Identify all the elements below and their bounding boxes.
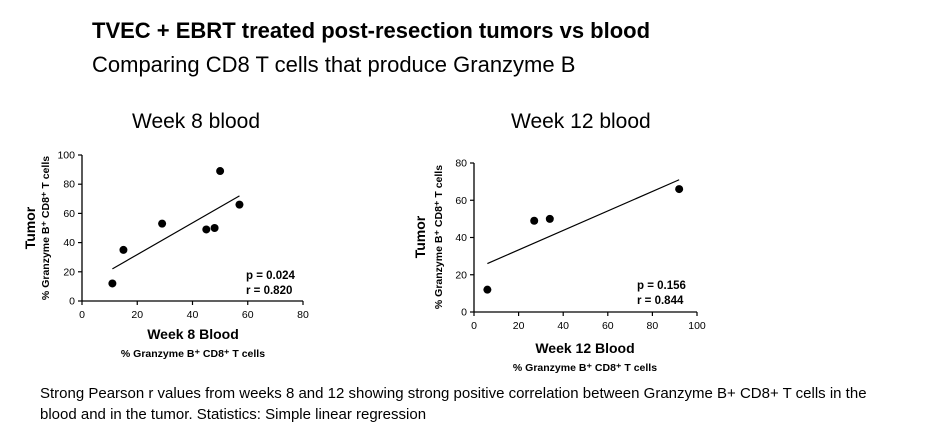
regression-line xyxy=(487,179,680,265)
x-tick-label: 60 xyxy=(602,320,614,332)
x-tick-label: 0 xyxy=(79,309,85,321)
data-point xyxy=(545,214,554,223)
y-tick-label: 0 xyxy=(461,307,467,319)
slide-subtitle: Comparing CD8 T cells that produce Granz… xyxy=(92,52,576,77)
y-tick-label: 60 xyxy=(455,195,467,207)
x-axis-sublabel: % Granzyme B⁺ CD8⁺ T cells xyxy=(513,362,657,374)
y-tick-label: 100 xyxy=(57,150,75,162)
data-point xyxy=(530,216,539,225)
caption-line-2: blood and in the tumor. Statistics: Simp… xyxy=(40,406,427,423)
y-tick-label: 80 xyxy=(455,158,467,170)
data-point xyxy=(210,224,219,232)
y-tick-label: 20 xyxy=(63,266,75,278)
x-tick-label: 40 xyxy=(557,320,569,332)
r-value-label: r = 0.820 xyxy=(246,285,292,297)
y-tick-label: 40 xyxy=(63,237,75,249)
x-tick-label: 80 xyxy=(647,320,659,332)
x-tick-label: 20 xyxy=(131,309,143,321)
data-point xyxy=(119,245,128,254)
x-tick-label: 0 xyxy=(471,320,477,332)
x-tick-label: 60 xyxy=(242,309,254,321)
y-tick-label: 60 xyxy=(63,208,75,220)
y-axis-label: Tumor xyxy=(412,215,428,258)
chart-title-week12: Week 12 blood xyxy=(511,110,651,133)
regression-line xyxy=(112,195,240,270)
data-point xyxy=(235,200,244,209)
y-axis-label: Tumor xyxy=(22,206,38,249)
p-value-label: p = 0.024 xyxy=(246,270,296,282)
data-point xyxy=(108,279,117,288)
x-tick-label: 20 xyxy=(513,320,525,332)
x-axis-sublabel: % Granzyme B⁺ CD8⁺ T cells xyxy=(121,348,265,360)
caption-line-1: Strong Pearson r values from weeks 8 and… xyxy=(40,385,867,402)
data-point xyxy=(675,185,684,194)
data-point xyxy=(483,285,492,294)
y-tick-label: 80 xyxy=(63,179,75,191)
y-tick-label: 20 xyxy=(455,269,467,281)
data-point xyxy=(202,225,211,234)
x-axis-label: Week 12 Blood xyxy=(535,340,634,356)
y-tick-label: 0 xyxy=(69,296,75,308)
r-value-label: r = 0.844 xyxy=(637,295,684,307)
y-tick-label: 40 xyxy=(455,232,467,244)
p-value-label: p = 0.156 xyxy=(637,280,686,292)
chart-title-week8: Week 8 blood xyxy=(132,110,261,133)
x-tick-label: 40 xyxy=(187,309,199,321)
data-point xyxy=(158,219,167,228)
y-axis-sublabel: % Granzyme B⁺ CD8⁺ T cells xyxy=(40,156,52,300)
slide-title: TVEC + EBRT treated post-resection tumor… xyxy=(92,18,651,43)
caption: Strong Pearson r values from weeks 8 and… xyxy=(40,383,920,425)
x-tick-label: 100 xyxy=(688,320,706,332)
x-axis-label: Week 8 Blood xyxy=(147,326,239,342)
data-point xyxy=(216,167,225,176)
x-tick-label: 80 xyxy=(297,309,309,321)
y-axis-sublabel: % Granzyme B⁺ CD8⁺ T cells xyxy=(433,165,445,309)
